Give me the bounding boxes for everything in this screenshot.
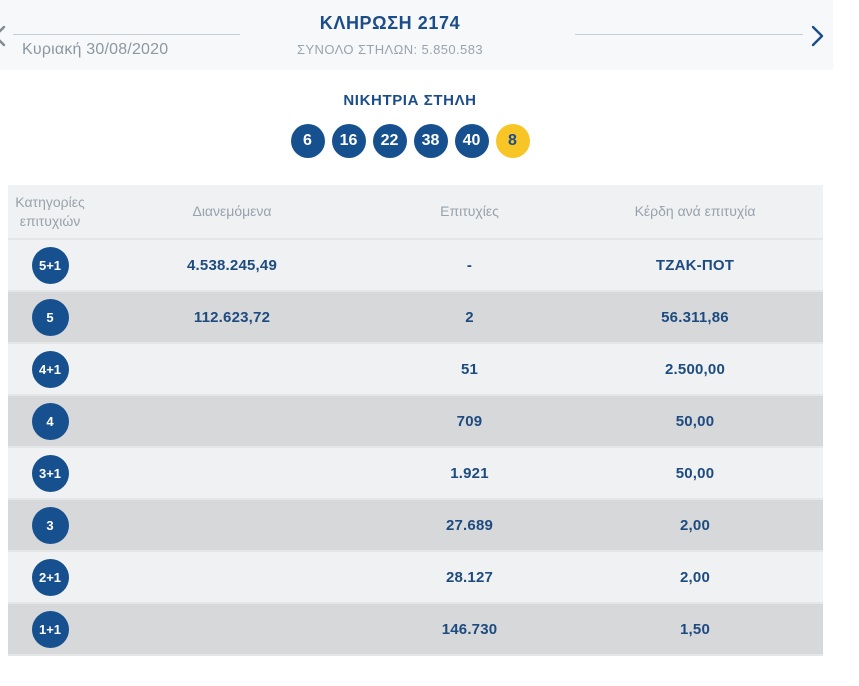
category-badge: 2+1 — [31, 558, 69, 596]
winners-value: 51 — [460, 360, 479, 378]
table-row: 2+1 28.127 2,00 — [8, 552, 823, 604]
prize-value: 2,00 — [680, 568, 710, 586]
bonus-number-ball: 8 — [495, 124, 530, 158]
category-badge: 3 — [31, 506, 69, 544]
divider-left — [13, 34, 240, 35]
winners-value: 709 — [456, 412, 483, 430]
winners-value: 1.921 — [450, 464, 489, 482]
distributed-value — [92, 604, 372, 654]
category-badge: 5+1 — [31, 246, 69, 284]
winning-number-ball: 6 — [290, 124, 325, 158]
previous-draw-icon[interactable] — [0, 25, 7, 47]
category-badge: 4 — [31, 402, 69, 440]
distributed-value — [92, 396, 372, 446]
table-row: 1+1 146.730 1,50 — [8, 604, 823, 656]
divider-right — [575, 34, 803, 35]
results-table-header: Κατηγορίες επιτυχιών Διανεμόμενα Επιτυχί… — [8, 185, 823, 240]
draw-title: ΚΛΗΡΩΣΗ 2174 — [319, 13, 461, 33]
category-badge: 1+1 — [31, 610, 69, 648]
prize-value: 50,00 — [675, 412, 715, 430]
table-row: 3+1 1.921 50,00 — [8, 448, 823, 500]
distributed-value: 4.538.245,49 — [187, 256, 277, 274]
results-table: Κατηγορίες επιτυχιών Διανεμόμενα Επιτυχί… — [8, 185, 823, 656]
winners-value: - — [466, 256, 473, 274]
distributed-value — [92, 552, 372, 602]
prize-value: 2.500,00 — [665, 360, 725, 378]
prize-value: 50,00 — [675, 464, 715, 482]
column-header-distributed: Διανεμόμενα — [192, 203, 272, 219]
prize-value: ΤΖΑΚ-ΠΟΤ — [655, 256, 735, 274]
category-badge: 5 — [31, 298, 69, 336]
winners-value: 27.689 — [445, 516, 494, 534]
prize-value: 56.311,86 — [661, 308, 729, 326]
winners-value: 28.127 — [445, 568, 494, 586]
distributed-value — [92, 500, 372, 550]
winning-number-ball: 40 — [454, 124, 489, 158]
draw-date: Κυριακή 30/08/2020 — [22, 41, 169, 58]
table-row: 4+1 51 2.500,00 — [8, 344, 823, 396]
winners-value: 2 — [465, 308, 474, 326]
results-table-body: 5+1 4.538.245,49 - ΤΖΑΚ-ΠΟΤ 5 112.623,72… — [8, 240, 823, 656]
draw-navigation: Κυριακή 30/08/2020 ΚΛΗΡΩΣΗ 2174 ΣΥΝΟΛΟ Σ… — [0, 0, 833, 70]
table-row: 3 27.689 2,00 — [8, 500, 823, 552]
category-badge: 4+1 — [31, 350, 69, 388]
prize-value: 2,00 — [680, 516, 710, 534]
draw-header: ΚΛΗΡΩΣΗ 2174 ΣΥΝΟΛΟ ΣΤΗΛΩΝ: 5.850.583 — [0, 13, 780, 57]
winners-value: 146.730 — [441, 620, 498, 638]
winning-number-ball: 16 — [331, 124, 366, 158]
prize-value: 1,50 — [680, 620, 710, 638]
table-row: 5+1 4.538.245,49 - ΤΖΑΚ-ΠΟΤ — [8, 240, 823, 292]
total-columns: ΣΥΝΟΛΟ ΣΤΗΛΩΝ: 5.850.583 — [297, 42, 483, 57]
next-draw-icon[interactable] — [810, 25, 826, 47]
distributed-value: 112.623,72 — [193, 308, 271, 326]
column-header-prize: Κέρδη ανά επιτυχία — [634, 203, 756, 219]
winning-number-ball: 38 — [413, 124, 448, 158]
category-badge: 3+1 — [31, 454, 69, 492]
winning-number-ball: 22 — [372, 124, 407, 158]
table-row: 5 112.623,72 2 56.311,86 — [8, 292, 823, 344]
column-header-categories: Κατηγορίες επιτυχιών — [15, 193, 85, 229]
table-row: 4 709 50,00 — [8, 396, 823, 448]
winning-column-heading: ΝΙΚΗΤΡΙΑ ΣΤΗΛΗ — [343, 92, 477, 109]
column-header-winners: Επιτυχίες — [440, 203, 499, 219]
distributed-value — [92, 448, 372, 498]
winning-numbers: 6 16 22 38 40 8 — [0, 124, 820, 158]
distributed-value — [92, 344, 372, 394]
